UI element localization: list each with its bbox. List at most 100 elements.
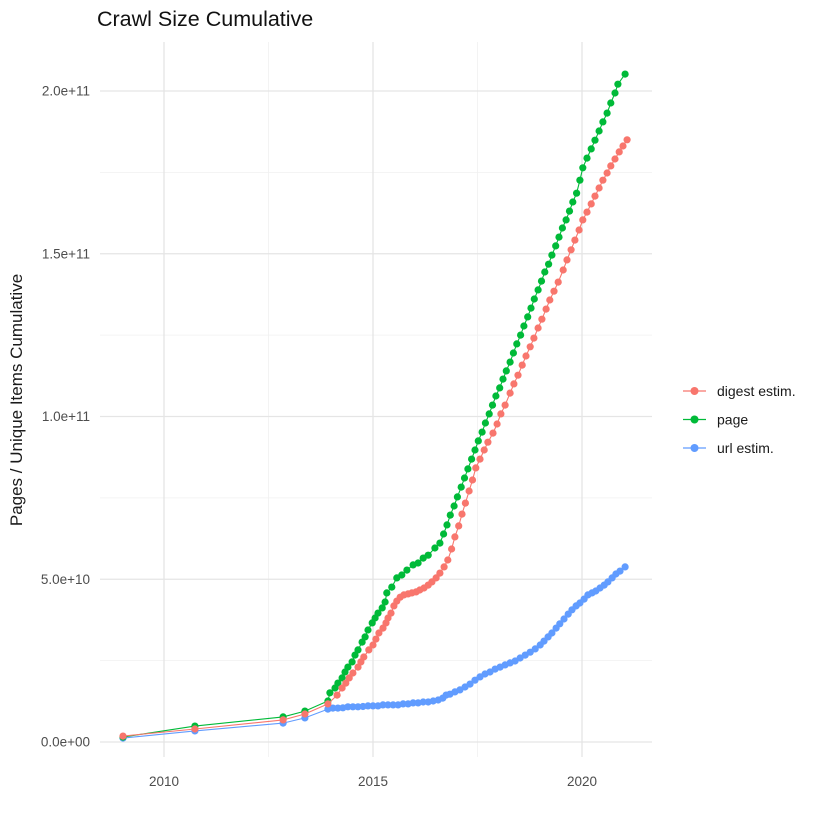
data-point [567, 246, 575, 254]
data-point [537, 277, 546, 285]
data-point [369, 702, 377, 710]
data-point [369, 641, 377, 649]
data-point [464, 465, 472, 473]
data-point [520, 322, 528, 330]
data-point [517, 331, 525, 339]
data-point [468, 476, 477, 484]
data-point [579, 164, 587, 172]
data-point [545, 260, 553, 268]
data-point [474, 437, 482, 445]
data-point [344, 663, 352, 671]
legend-label: page [717, 411, 748, 427]
data-point [591, 192, 599, 200]
data-point [488, 401, 497, 409]
data-point [530, 295, 538, 303]
data-point [619, 142, 627, 150]
data-point [485, 410, 493, 418]
data-point [329, 704, 337, 712]
data-point [524, 313, 532, 321]
data-point [344, 703, 352, 711]
data-point [389, 701, 397, 709]
data-point [599, 176, 607, 184]
data-point [378, 604, 386, 612]
legend-item: digest estim. [683, 383, 796, 399]
data-point [481, 419, 489, 427]
data-point [348, 658, 356, 666]
data-point [465, 487, 473, 495]
data-point [383, 589, 391, 597]
data-point [522, 352, 530, 360]
data-point [409, 699, 417, 707]
legend-key-dot [690, 387, 699, 395]
data-point [453, 493, 461, 501]
data-point [324, 700, 332, 708]
data-point [398, 571, 406, 579]
data-point [379, 624, 387, 632]
legend-label: digest estim. [717, 383, 796, 399]
data-point [562, 216, 570, 224]
data-point [607, 99, 615, 107]
data-point [424, 551, 432, 559]
data-point [460, 474, 469, 482]
data-point [333, 691, 341, 699]
data-point [471, 446, 479, 454]
data-point [472, 464, 480, 472]
data-point [510, 380, 518, 388]
data-point [573, 189, 581, 197]
data-point [358, 638, 366, 646]
data-point [611, 155, 619, 163]
data-point [541, 268, 549, 276]
data-point [338, 674, 346, 682]
data-point [509, 349, 517, 357]
data-point [119, 732, 127, 740]
data-point [556, 620, 564, 628]
data-point [446, 511, 454, 519]
data-point [374, 609, 382, 617]
data-point [466, 680, 474, 688]
data-point [558, 224, 567, 232]
x-tick-label: 2015 [358, 774, 388, 789]
data-point [607, 162, 615, 170]
data-point [497, 410, 505, 418]
data-point [484, 438, 492, 446]
data-point [513, 340, 521, 348]
data-point [436, 539, 444, 547]
data-point [403, 566, 411, 574]
data-point [443, 521, 451, 529]
series-layer [119, 70, 631, 742]
data-point [489, 429, 497, 437]
data-point [191, 725, 199, 733]
data-point [326, 689, 334, 697]
data-point [587, 145, 595, 153]
data-point [338, 684, 346, 692]
data-point [388, 583, 396, 591]
data-point [496, 384, 504, 392]
data-point [502, 367, 510, 375]
y-tick-label: 1.0e+11 [42, 409, 90, 424]
data-point [614, 80, 622, 88]
data-point [583, 208, 591, 216]
legend-label: url estim. [717, 440, 774, 456]
data-point [550, 287, 558, 295]
data-point [615, 148, 623, 156]
data-point [493, 420, 501, 428]
data-point [440, 530, 448, 538]
data-point [565, 207, 574, 215]
legend-key-dot [690, 415, 699, 424]
data-point [563, 256, 571, 264]
data-point [384, 701, 392, 709]
data-point [342, 679, 350, 687]
data-point [476, 455, 484, 463]
data-point [499, 375, 507, 383]
data-point [534, 286, 542, 294]
data-point [478, 428, 486, 436]
data-point [451, 533, 459, 541]
data-point [399, 700, 407, 708]
data-point [432, 574, 440, 582]
data-point [360, 653, 368, 661]
data-point [603, 169, 611, 177]
data-point [414, 559, 422, 567]
